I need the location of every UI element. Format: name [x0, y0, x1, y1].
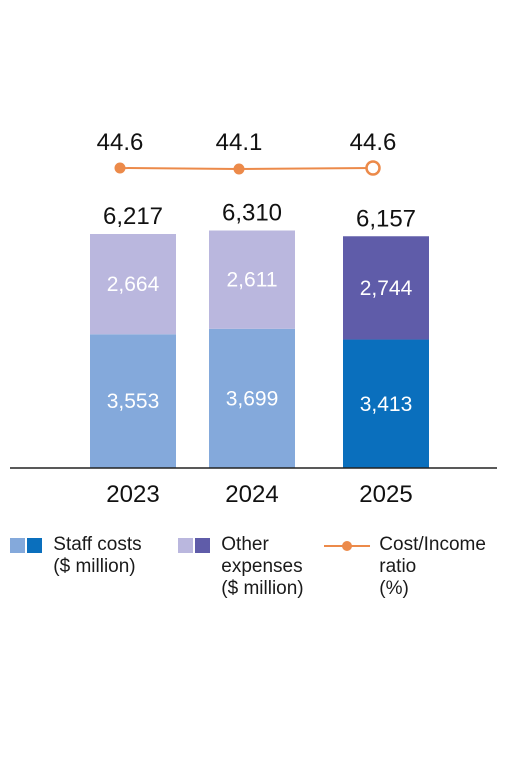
- cost-income-ratio-point-2025: [365, 160, 381, 176]
- other-expenses-label-2023: 2,664: [107, 273, 160, 296]
- legend-cost-income-ratio: Cost/Income ratio (%): [324, 534, 486, 600]
- legend-ratio-line3: (%): [379, 578, 409, 599]
- staff-costs-label-2023: 3,553: [107, 390, 160, 413]
- staff-prior-swatch: [10, 538, 25, 553]
- legend-ratio-line2: ratio: [379, 556, 417, 577]
- cost-income-ratio-line: [119, 167, 374, 171]
- bar-staff-costs-2025: [343, 339, 429, 468]
- legend-other-line3: ($ million): [221, 578, 304, 599]
- legend-other-expenses: Other expenses ($ million): [178, 534, 304, 600]
- staff-costs-label-2024: 3,699: [226, 387, 279, 410]
- cost-income-ratio-label-2023: 44.6: [97, 129, 144, 156]
- staff-current-swatch: [27, 538, 42, 553]
- total-label-2023: 6,217: [103, 203, 163, 230]
- other-current-swatch: [195, 538, 210, 553]
- category-label-2025: 2025: [359, 481, 412, 508]
- other-expenses-swatches: [178, 538, 210, 553]
- other-expenses-label-2025: 2,744: [360, 277, 413, 300]
- bar-staff-costs-2023: [90, 334, 176, 468]
- bar-staff-costs-2024: [209, 328, 295, 468]
- category-label-2024: 2024: [225, 481, 278, 508]
- bar-other-expenses-2023: [90, 234, 176, 335]
- legend-staff-line2: ($ million): [53, 556, 136, 577]
- staff-costs-label-2025: 3,413: [360, 393, 413, 416]
- other-expenses-label-2024: 2,611: [227, 269, 278, 292]
- legend-staff-line1: Staff costs: [53, 534, 142, 555]
- total-label-2024: 6,310: [222, 199, 282, 226]
- cost-income-ratio-label-2025: 44.6: [350, 129, 397, 156]
- legend-other-line2: expenses: [221, 556, 303, 577]
- bar-other-expenses-2024: [209, 230, 295, 329]
- legend-staff-costs: Staff costs ($ million): [10, 534, 142, 578]
- staff-costs-swatches: [10, 538, 42, 553]
- cost-income-ratio-point-2024: [233, 163, 245, 175]
- bar-other-expenses-2025: [343, 236, 429, 340]
- legend-ratio-line1: Cost/Income: [379, 534, 486, 555]
- cost-income-ratio-label-2024: 44.1: [216, 129, 263, 156]
- legend-other-line1: Other: [221, 534, 269, 555]
- total-label-2025: 6,157: [356, 205, 416, 232]
- category-label-2023: 2023: [106, 481, 159, 508]
- cost-income-ratio-point-2023: [114, 162, 126, 174]
- ratio-line-swatch: [324, 538, 370, 553]
- other-prior-swatch: [178, 538, 193, 553]
